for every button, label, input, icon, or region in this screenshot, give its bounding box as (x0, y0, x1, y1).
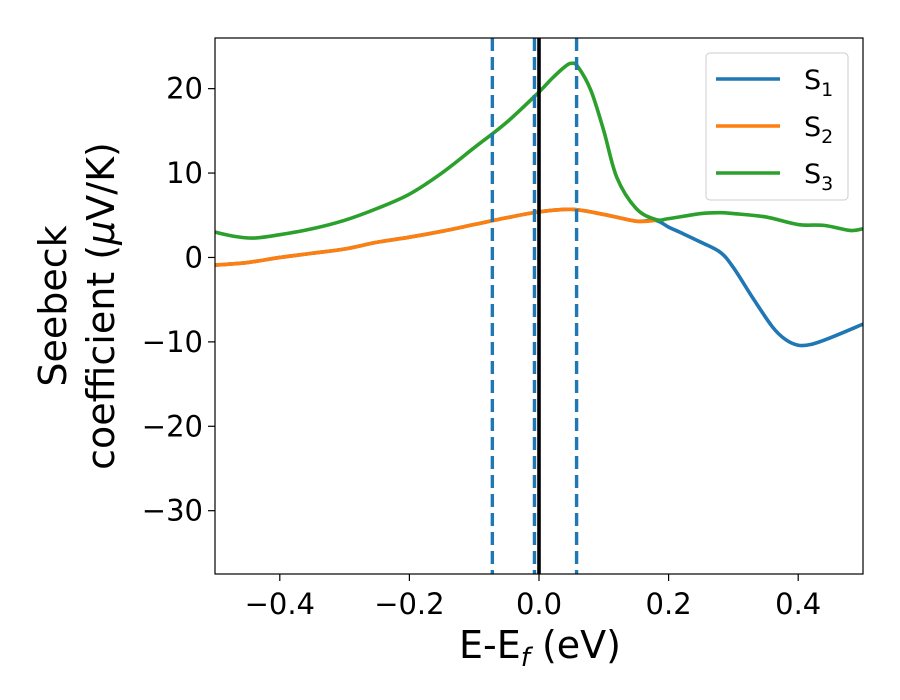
y-axis-ticks: −30 −20 −10 0 10 20 (142, 72, 215, 528)
y-tick-label: 10 (166, 156, 203, 190)
y-tick-label: 0 (185, 240, 203, 274)
y-tick-label: −10 (142, 325, 203, 359)
y-tick-label: 20 (166, 72, 203, 106)
legend-label-s2: S2 (804, 112, 833, 148)
legend-label-s1: S1 (804, 65, 833, 101)
x-tick-label: −0.2 (374, 587, 444, 621)
x-tick-label: −0.4 (245, 587, 315, 621)
x-tick-label: 0.0 (516, 587, 562, 621)
legend: S1 S2 S3 (705, 52, 849, 201)
y-axis-label-line1: Seebeck (31, 225, 75, 386)
x-axis-label: E-Ef (eV) (459, 623, 621, 673)
series-line-s3 (214, 61, 864, 240)
series-line-s2 (214, 207, 656, 267)
legend-label-s3: S3 (804, 159, 833, 195)
x-tick-label: 0.4 (775, 587, 821, 621)
vertical-reference-lines (490, 38, 579, 574)
y-tick-label: −20 (142, 409, 203, 443)
x-tick-label: 0.2 (646, 587, 692, 621)
x-axis-ticks: −0.4 −0.2 0.0 0.2 0.4 (245, 574, 821, 621)
y-axis-label-line2: coefficient (μV/K) (79, 142, 123, 470)
y-tick-label: −30 (142, 494, 203, 528)
series-lines (214, 61, 864, 348)
